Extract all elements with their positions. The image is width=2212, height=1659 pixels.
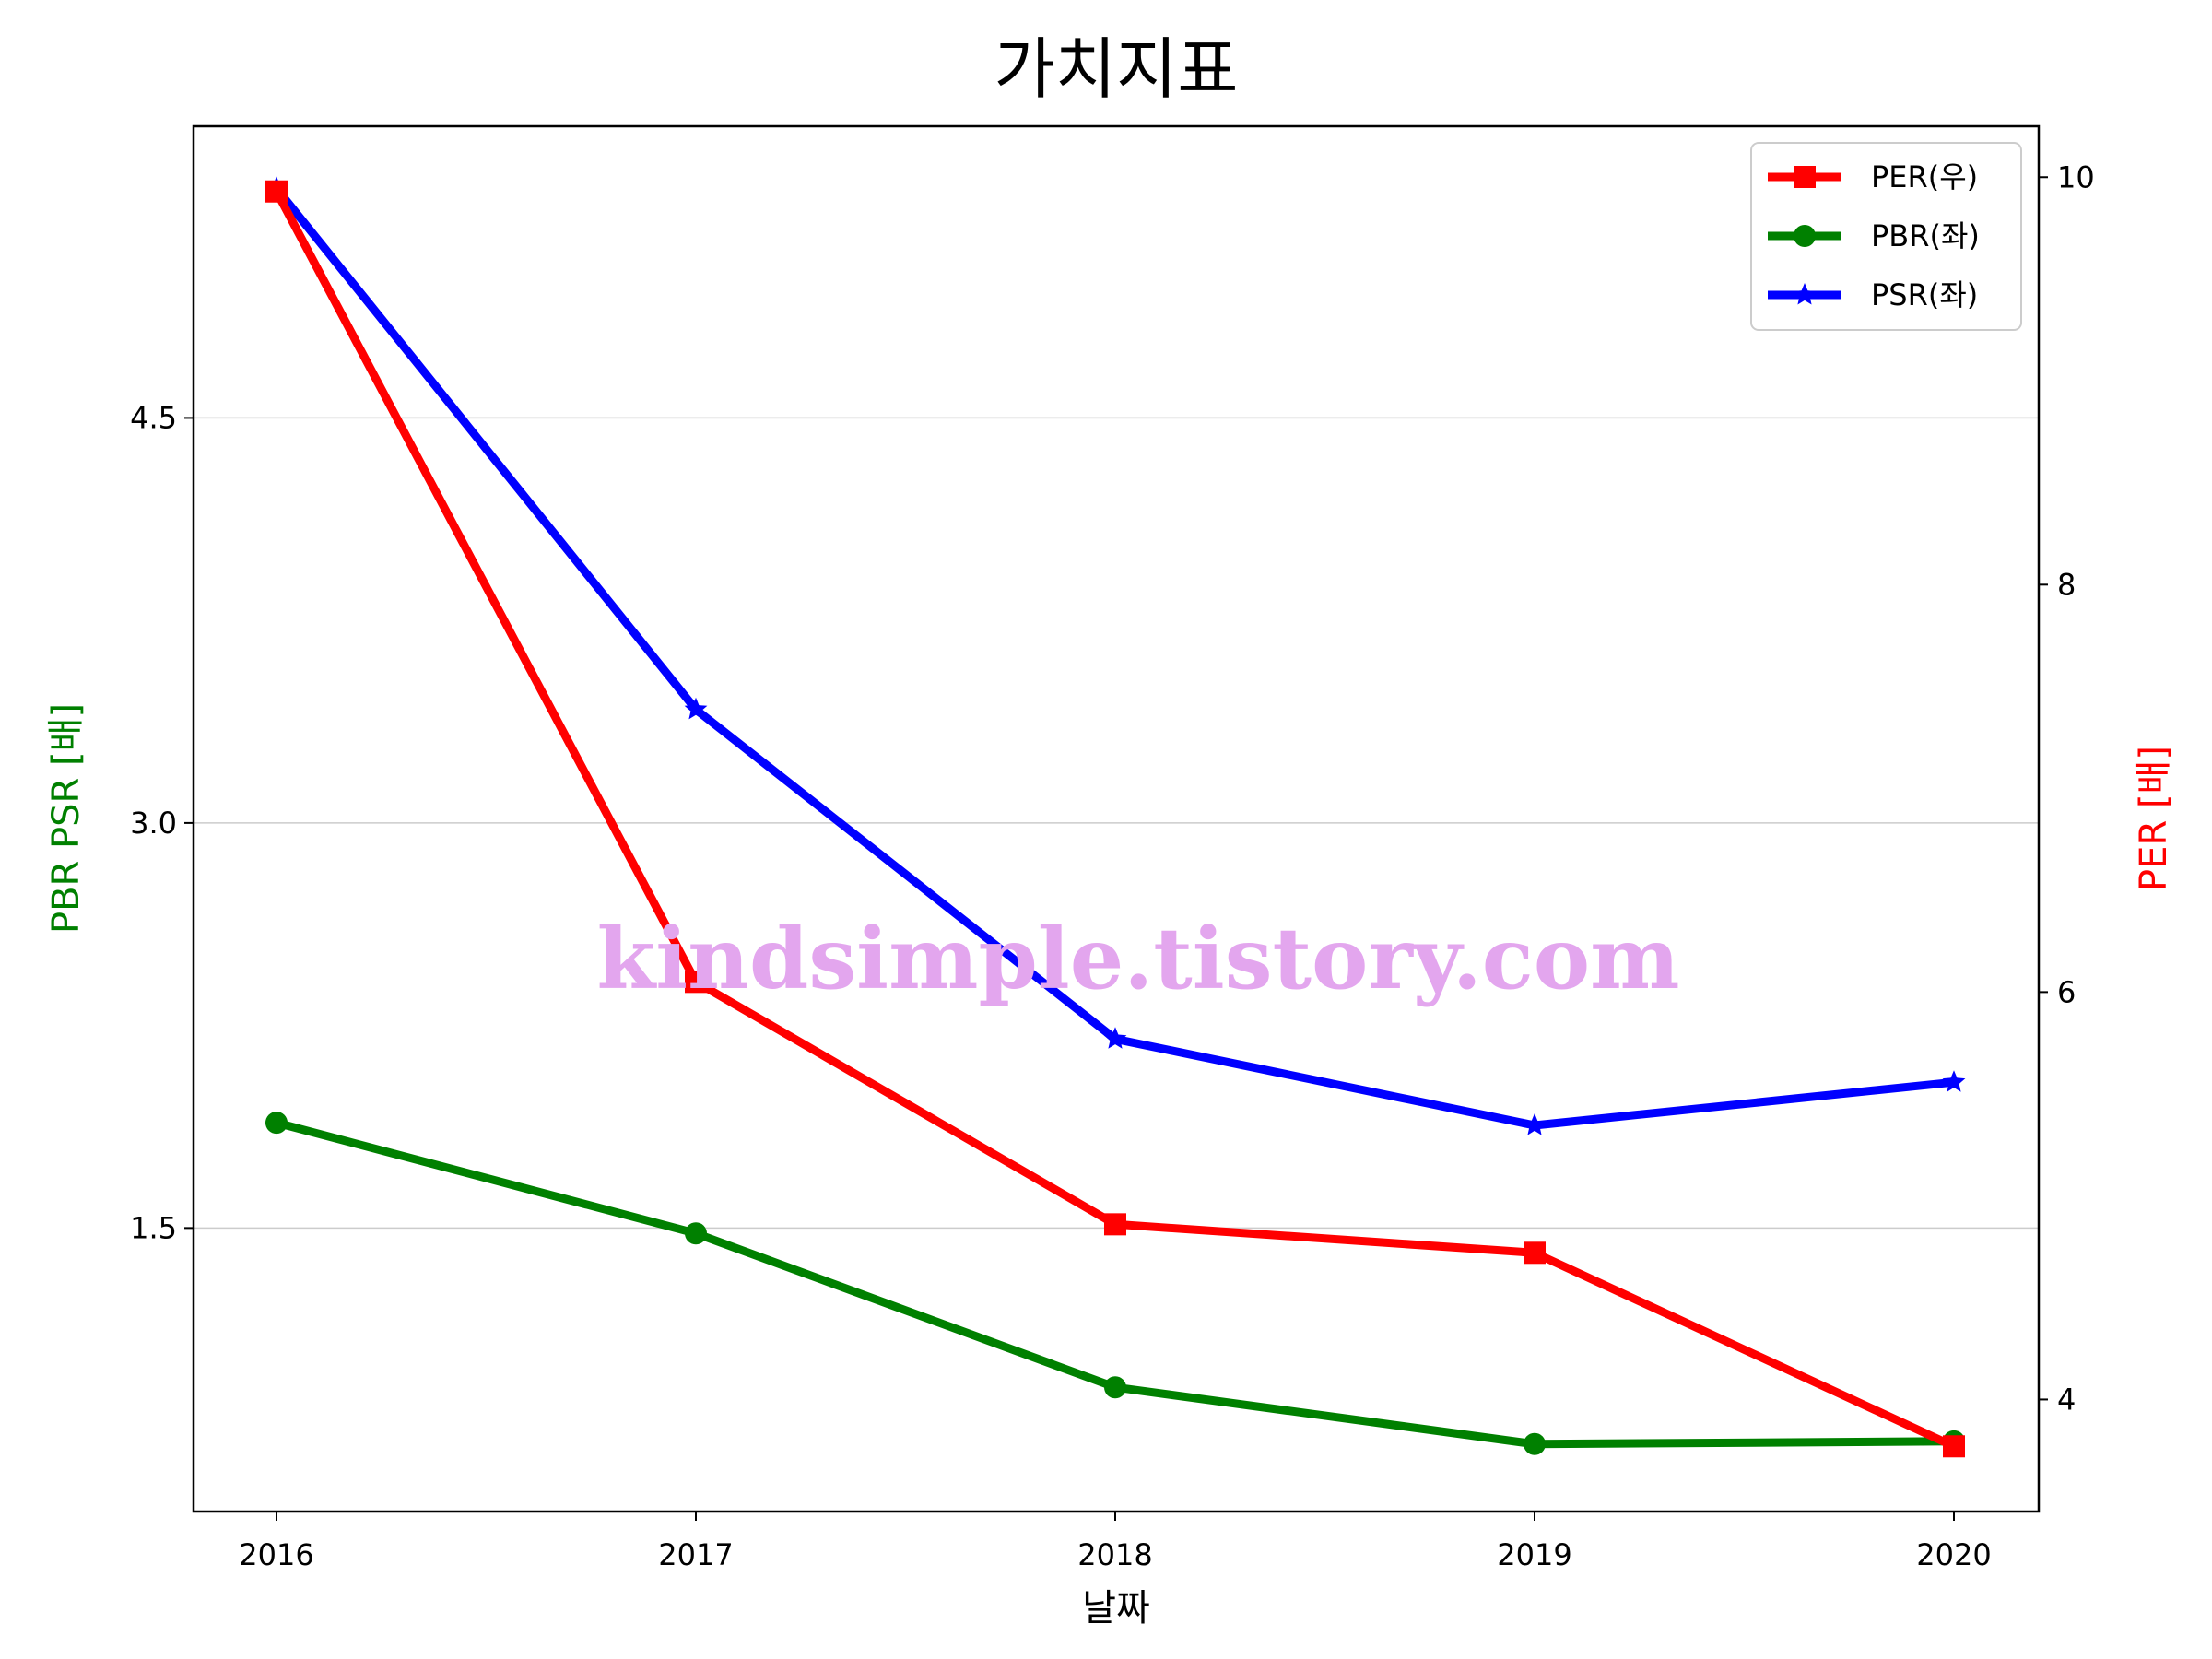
right-y-tick-label: 8	[2057, 567, 2076, 602]
data-point	[1524, 1241, 1546, 1265]
data-point	[685, 1222, 707, 1245]
legend-swatch-marker	[1794, 225, 1816, 247]
legend-entries: PER(우) PBR(좌) PSR(좌)	[1768, 159, 1980, 312]
data-point	[1104, 1376, 1126, 1399]
legend-item: PER(우)	[1768, 159, 1978, 194]
left-y-axis-label: PBR PSR [배]	[45, 703, 88, 934]
plot-frame	[192, 124, 2041, 1513]
data-point	[1524, 1432, 1546, 1455]
series-PBR(좌)	[265, 1112, 1965, 1455]
legend-swatch-marker	[1793, 283, 1817, 305]
legend-item: PSR(좌)	[1768, 277, 1978, 312]
data-point	[684, 697, 708, 720]
series-line	[272, 187, 1959, 1451]
x-tick-label: 2018	[1077, 1537, 1152, 1572]
left-y-tick-label: 3.0	[130, 806, 177, 841]
legend: PER(우) PBR(좌) PSR(좌)	[1750, 142, 2022, 331]
data-point	[265, 1112, 288, 1135]
data-point	[1943, 1435, 1965, 1458]
x-tick-label: 2017	[658, 1537, 733, 1572]
x-tick-label: 2016	[239, 1537, 313, 1572]
chart-title: 가치지표	[994, 30, 1239, 108]
data-point	[1523, 1113, 1547, 1135]
left-y-tick-label: 4.5	[130, 400, 177, 435]
right-y-axis-label: PER [배]	[2133, 746, 2175, 891]
series-PER(우)	[265, 180, 1965, 1458]
data-point	[1104, 1213, 1126, 1236]
right-y-tick-label: 4	[2057, 1382, 2076, 1417]
legend-label: PSR(좌)	[1871, 277, 1978, 312]
legend-label: PER(우)	[1871, 159, 1978, 194]
legend-item: PBR(좌)	[1768, 218, 1980, 253]
x-tick-label: 2019	[1497, 1537, 1571, 1572]
data-point	[685, 971, 707, 994]
grid-lines	[194, 417, 2039, 1230]
series-layer	[265, 176, 1966, 1458]
x-tick-label: 2020	[1916, 1537, 1991, 1572]
data-point	[265, 180, 288, 203]
x-axis-label: 날짜	[1082, 1587, 1150, 1630]
left-y-tick-label: 1.5	[130, 1210, 177, 1245]
legend-box	[1750, 142, 2022, 331]
legend-label: PBR(좌)	[1871, 218, 1980, 253]
right-y-tick-label: 10	[2057, 159, 2095, 194]
series-PSR(좌)	[265, 176, 1966, 1135]
data-point	[1103, 1027, 1127, 1049]
watermark: kindsimple.tistory.com	[596, 909, 1679, 1008]
data-point	[1942, 1070, 1966, 1092]
right-y-tick-label: 6	[2057, 974, 2076, 1009]
legend-swatch-marker	[1794, 166, 1816, 188]
axes: 1.5 3.0 4.5 4 6 8 10 2016 2017 2018 2019 2020	[130, 159, 2095, 1572]
